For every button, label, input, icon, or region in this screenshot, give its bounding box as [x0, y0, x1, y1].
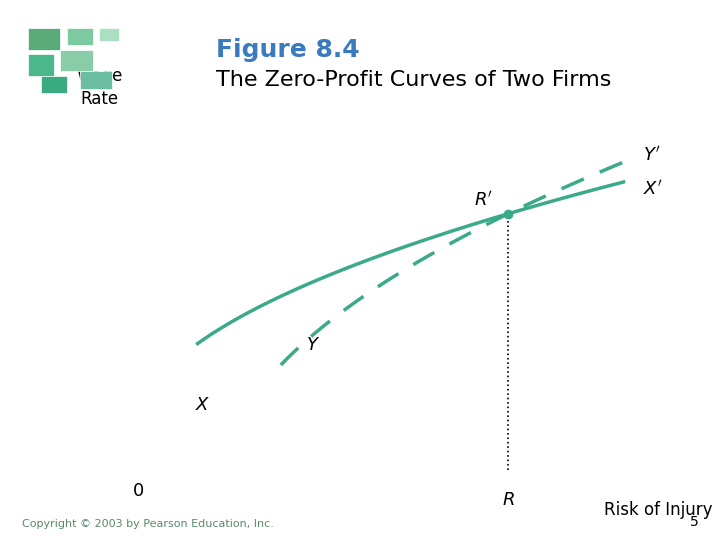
- Text: Wage
Rate: Wage Rate: [76, 66, 123, 108]
- Text: $Y$: $Y$: [305, 336, 320, 354]
- FancyBboxPatch shape: [60, 50, 93, 71]
- Text: $X'$: $X'$: [643, 179, 663, 199]
- Text: Risk of Injury: Risk of Injury: [603, 501, 712, 519]
- Text: $X$: $X$: [194, 396, 210, 414]
- Text: Copyright © 2003 by Pearson Education, Inc.: Copyright © 2003 by Pearson Education, I…: [22, 519, 274, 529]
- Text: The Zero-Profit Curves of Two Firms: The Zero-Profit Curves of Two Firms: [216, 70, 611, 90]
- Text: Figure 8.4: Figure 8.4: [216, 38, 359, 62]
- FancyBboxPatch shape: [99, 28, 119, 41]
- FancyBboxPatch shape: [80, 71, 112, 89]
- Text: 0: 0: [133, 482, 145, 500]
- Text: $R$: $R$: [502, 491, 515, 509]
- FancyBboxPatch shape: [28, 28, 60, 50]
- FancyBboxPatch shape: [28, 54, 54, 76]
- FancyBboxPatch shape: [41, 76, 67, 93]
- Text: $Y'$: $Y'$: [643, 146, 661, 165]
- Text: $R'$: $R'$: [474, 190, 493, 209]
- Text: 5: 5: [690, 515, 698, 529]
- FancyBboxPatch shape: [67, 28, 93, 45]
